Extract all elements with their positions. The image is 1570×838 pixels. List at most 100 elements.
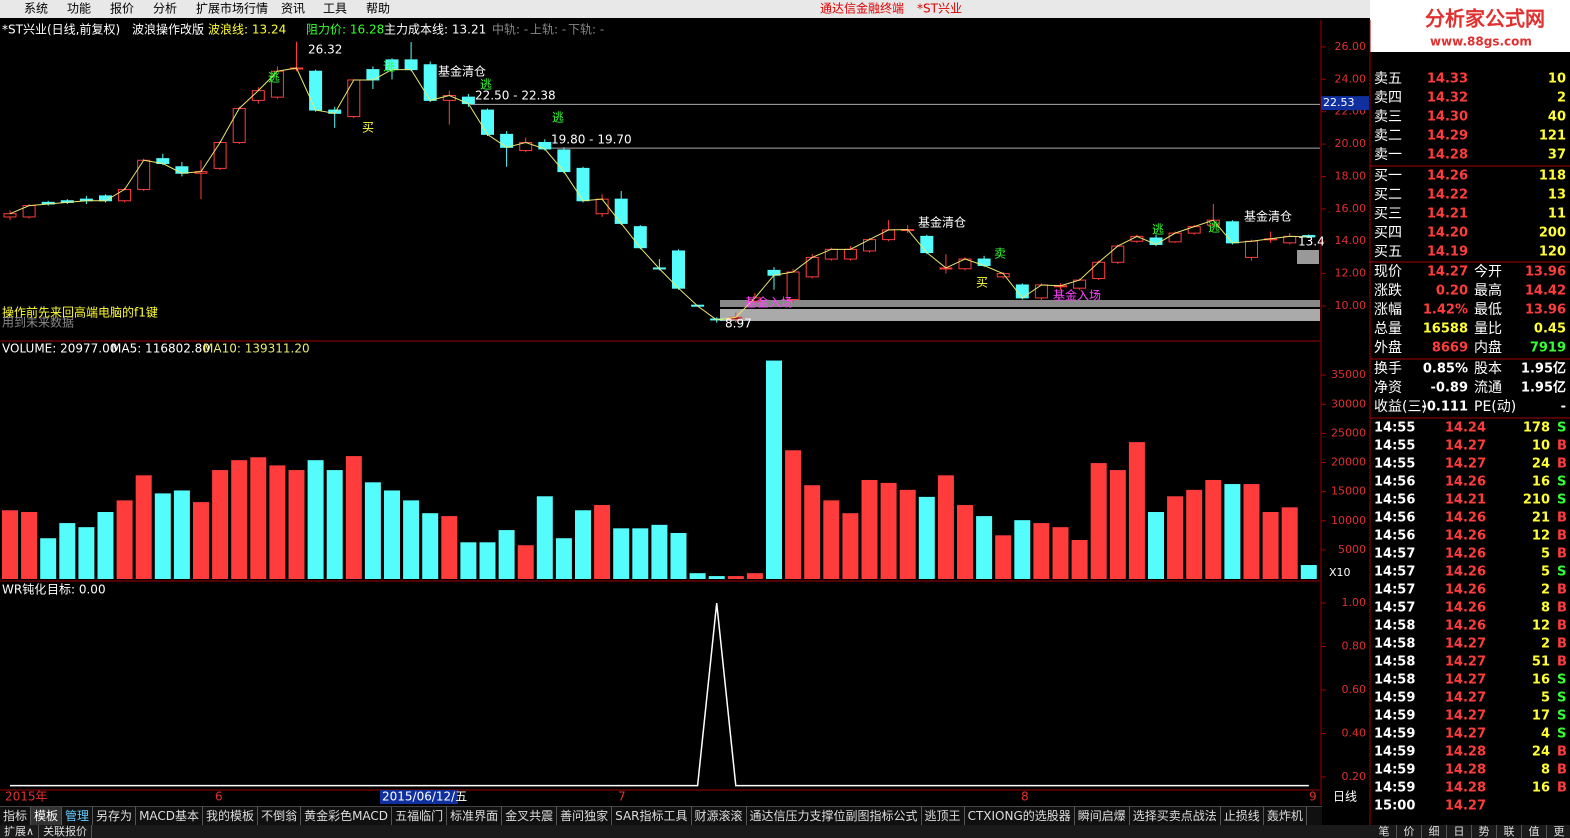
indicator-tab[interactable]: 瞬间启爆 bbox=[1075, 807, 1130, 825]
indicator-tab[interactable]: 轰炸机 bbox=[1264, 807, 1307, 825]
indicator-tab[interactable]: 逃顶王 bbox=[922, 807, 965, 825]
annotation: 逃 bbox=[1152, 223, 1164, 237]
trade-price: 14.27 bbox=[1445, 637, 1486, 652]
indicator-tab[interactable]: MACD基本 bbox=[136, 807, 204, 825]
candle-body bbox=[882, 229, 896, 241]
right-tab[interactable]: 更 bbox=[1547, 825, 1570, 838]
volume-bar bbox=[269, 465, 286, 579]
annotation: 基金清仓 bbox=[918, 215, 966, 230]
candle-body bbox=[672, 250, 685, 289]
book-label: 买四 bbox=[1374, 225, 1402, 241]
y-tick-label: 20000 bbox=[1331, 456, 1366, 469]
right-tab[interactable]: 联 bbox=[1497, 825, 1522, 838]
volume-bar bbox=[670, 532, 687, 579]
volume-bar bbox=[899, 489, 916, 579]
trade-side: B bbox=[1557, 637, 1567, 652]
indicator-tab[interactable]: 选择买卖点战法 bbox=[1130, 807, 1221, 825]
trade-side: S bbox=[1557, 565, 1566, 580]
right-tab[interactable]: 笔 bbox=[1372, 825, 1397, 838]
stat-value: -0.89 bbox=[1431, 381, 1468, 396]
indicator-tab[interactable]: 管理 bbox=[62, 807, 94, 825]
indicator-tab[interactable]: 止损线 bbox=[1221, 807, 1264, 825]
trade-side: S bbox=[1557, 691, 1566, 706]
indicator-tab[interactable]: 财源滚滚 bbox=[692, 807, 747, 825]
volume-bar bbox=[957, 505, 973, 579]
volume-bar bbox=[746, 573, 763, 579]
volume-bar bbox=[403, 500, 420, 579]
bottom-tab[interactable]: 关联报价 bbox=[39, 825, 93, 838]
indicator-tab[interactable]: CTXIONG的选股器 bbox=[965, 807, 1075, 825]
stat-label: PE(动) bbox=[1474, 399, 1516, 415]
y-tick-label: 5000 bbox=[1338, 543, 1366, 556]
candle-body bbox=[1034, 284, 1048, 299]
book-volume: 118 bbox=[1539, 169, 1566, 184]
right-tab[interactable]: 价 bbox=[1397, 825, 1422, 838]
volume-bar bbox=[307, 460, 324, 579]
annotation: 基金清仓 bbox=[438, 64, 486, 79]
book-label: 买二 bbox=[1374, 187, 1402, 203]
volume-bar bbox=[517, 545, 534, 579]
candle-body bbox=[175, 166, 189, 174]
candle-body bbox=[366, 69, 380, 81]
indicator-tab[interactable]: 通达信压力支撑位副图指标公式 bbox=[747, 807, 922, 825]
trade-time: 14:57 bbox=[1374, 565, 1415, 580]
stat-value: -0.111 bbox=[1421, 400, 1468, 415]
trade-time: 14:59 bbox=[1374, 691, 1415, 706]
candle-body bbox=[3, 213, 17, 218]
y-tick-label: 30000 bbox=[1331, 397, 1366, 410]
annotation: 买 bbox=[362, 121, 374, 135]
trade-volume: 5 bbox=[1541, 547, 1550, 562]
volume-header: VOLUME: 20977.00 bbox=[2, 342, 117, 356]
stat-value: 13.96 bbox=[1525, 303, 1566, 318]
trade-time: 14:58 bbox=[1374, 619, 1415, 634]
stat-label: 流通 bbox=[1474, 380, 1502, 396]
book-price: 14.19 bbox=[1427, 245, 1468, 260]
indicator-tab[interactable]: 金叉共震 bbox=[502, 807, 558, 825]
trade-volume: 5 bbox=[1541, 565, 1550, 580]
indicator-tab[interactable]: 标准界面 bbox=[447, 807, 503, 825]
wr-target: 目标: 0.00 bbox=[47, 583, 106, 597]
indicator-tab[interactable]: 指标 bbox=[0, 807, 32, 825]
stat-value: 0.20 bbox=[1436, 284, 1468, 299]
trade-side: B bbox=[1557, 547, 1567, 562]
trade-volume: 8 bbox=[1541, 601, 1550, 616]
indicator-tab[interactable]: SAR指标工具 bbox=[612, 807, 692, 825]
trade-volume: 2 bbox=[1541, 637, 1550, 652]
trade-time: 14:56 bbox=[1374, 493, 1415, 508]
volume-bar bbox=[632, 528, 649, 579]
indicator-tab[interactable]: 不倒翁 bbox=[258, 807, 302, 825]
volume-bar bbox=[555, 538, 572, 579]
right-tab[interactable]: 值 bbox=[1522, 825, 1547, 838]
volume-bar bbox=[1014, 520, 1031, 579]
y-tick-label: 18.00 bbox=[1335, 169, 1367, 182]
candle-body bbox=[481, 109, 494, 135]
trade-price: 14.26 bbox=[1445, 601, 1486, 616]
right-tab[interactable]: 势 bbox=[1472, 825, 1497, 838]
trade-side: B bbox=[1557, 529, 1567, 544]
indicator-tab[interactable]: 我的模板 bbox=[203, 807, 259, 825]
volume-ma5: MA5: 116802.80 bbox=[111, 342, 210, 356]
volume-bar bbox=[1224, 484, 1241, 579]
right-tab[interactable]: 细 bbox=[1422, 825, 1447, 838]
trade-side: S bbox=[1557, 421, 1566, 436]
book-label: 卖一 bbox=[1374, 147, 1402, 163]
x-tick-label: 8 bbox=[1021, 790, 1029, 804]
right-tab[interactable]: 日 bbox=[1447, 825, 1472, 838]
indicator-tab[interactable]: 黄金彩色MACD bbox=[301, 807, 393, 825]
annotation: 逃 bbox=[1208, 221, 1220, 235]
indicator-tab[interactable]: 另存为 bbox=[93, 807, 137, 825]
volume-bar bbox=[1186, 489, 1203, 579]
price-header: *ST兴业(日线,前复权) bbox=[2, 22, 120, 37]
price-header: 波浪线: 13.24 bbox=[208, 22, 286, 37]
volume-bar bbox=[40, 538, 57, 579]
indicator-tab[interactable]: 善问独家 bbox=[557, 807, 613, 825]
trade-price: 14.27 bbox=[1445, 439, 1486, 454]
indicator-tab[interactable]: 五福临门 bbox=[392, 807, 448, 825]
indicator-tab[interactable]: 模板 bbox=[31, 807, 63, 825]
trade-volume: 17 bbox=[1532, 709, 1550, 724]
candle-body bbox=[1168, 232, 1182, 243]
trade-volume: 16 bbox=[1532, 673, 1550, 688]
bottom-tab[interactable]: 扩展∧ bbox=[0, 825, 40, 838]
trade-side: B bbox=[1557, 619, 1567, 634]
volume-bar bbox=[1167, 496, 1184, 579]
